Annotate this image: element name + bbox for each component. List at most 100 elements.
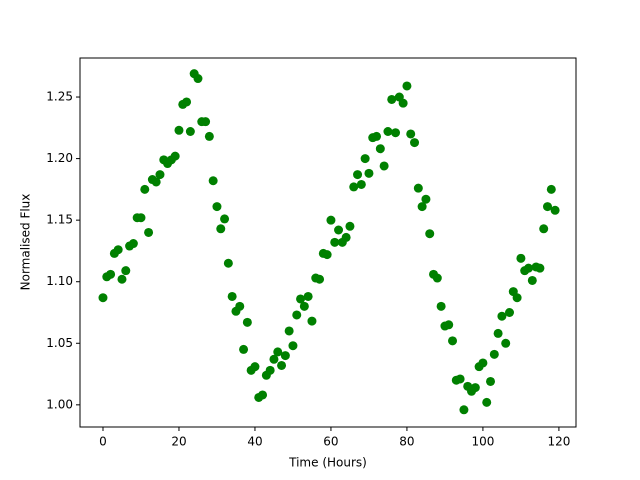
point: [402, 81, 412, 91]
x-axis-label: Time (Hours): [288, 456, 367, 470]
point: [360, 154, 370, 164]
point: [341, 232, 351, 242]
point: [106, 269, 116, 279]
point: [432, 273, 442, 283]
point: [379, 161, 389, 171]
y-tick-label: 1.25: [46, 90, 73, 104]
point: [406, 129, 416, 139]
point: [322, 250, 332, 260]
point: [193, 74, 203, 84]
y-tick-label: 1.20: [46, 151, 73, 165]
point: [140, 184, 150, 194]
point: [151, 177, 161, 187]
point: [223, 258, 233, 268]
point: [288, 341, 298, 351]
point: [170, 151, 180, 161]
x-tick-label: 80: [399, 435, 414, 449]
point: [455, 374, 465, 384]
plot-frame: [79, 57, 577, 428]
point: [543, 202, 553, 212]
point: [273, 347, 283, 357]
point: [265, 365, 275, 375]
point: [535, 263, 545, 273]
point: [269, 354, 279, 364]
point: [121, 266, 131, 276]
point: [482, 397, 492, 407]
point: [364, 168, 374, 178]
point: [546, 184, 556, 194]
point: [216, 224, 226, 234]
point: [550, 205, 560, 215]
point: [204, 131, 214, 141]
y-tick-label: 1.00: [46, 397, 73, 411]
point: [387, 94, 397, 104]
x-tick-label: 0: [99, 435, 107, 449]
point: [486, 376, 496, 386]
point: [284, 326, 294, 336]
x-tick-label: 100: [471, 435, 494, 449]
point: [436, 301, 446, 311]
point: [516, 253, 526, 263]
point: [239, 344, 249, 354]
point: [242, 317, 252, 327]
point: [398, 98, 408, 108]
point: [303, 291, 313, 301]
point: [478, 358, 488, 368]
point: [326, 215, 336, 225]
point: [512, 293, 522, 303]
point: [372, 131, 382, 141]
point: [136, 213, 146, 223]
point: [505, 307, 515, 317]
point: [413, 183, 423, 193]
y-tick-label: 1.05: [46, 336, 73, 350]
point: [539, 224, 549, 234]
point: [489, 349, 499, 359]
point: [444, 320, 454, 330]
point: [185, 127, 195, 137]
point: [296, 294, 306, 304]
x-tick-label: 40: [247, 435, 262, 449]
y-tick-label: 1.10: [46, 274, 73, 288]
point: [280, 351, 290, 361]
x-tick-label: 20: [171, 435, 186, 449]
point: [299, 301, 309, 311]
point: [212, 202, 222, 212]
x-tick-label: 120: [547, 435, 570, 449]
point: [410, 138, 420, 148]
point: [277, 360, 287, 370]
point: [383, 127, 393, 137]
point: [493, 328, 503, 338]
point: [459, 405, 469, 415]
point: [307, 316, 317, 326]
point: [182, 97, 192, 107]
point: [174, 125, 184, 135]
point: [315, 274, 325, 284]
point: [330, 237, 340, 247]
point: [113, 245, 123, 255]
point: [497, 311, 507, 321]
point: [208, 176, 218, 186]
point: [375, 144, 385, 154]
point: [353, 170, 363, 180]
point: [349, 182, 359, 192]
point: [201, 117, 211, 127]
point: [527, 275, 537, 285]
point: [227, 291, 237, 301]
point: [220, 214, 230, 224]
point: [334, 225, 344, 235]
point: [345, 221, 355, 231]
point: [356, 179, 366, 189]
point: [98, 293, 108, 303]
point: [470, 383, 480, 393]
point: [292, 310, 302, 320]
y-tick-label: 1.15: [46, 213, 73, 227]
point: [250, 362, 260, 372]
point: [391, 128, 401, 138]
point: [448, 336, 458, 346]
point: [524, 263, 534, 273]
x-tick-label: 60: [323, 435, 338, 449]
point: [421, 194, 431, 204]
point: [501, 338, 511, 348]
point: [155, 170, 165, 180]
